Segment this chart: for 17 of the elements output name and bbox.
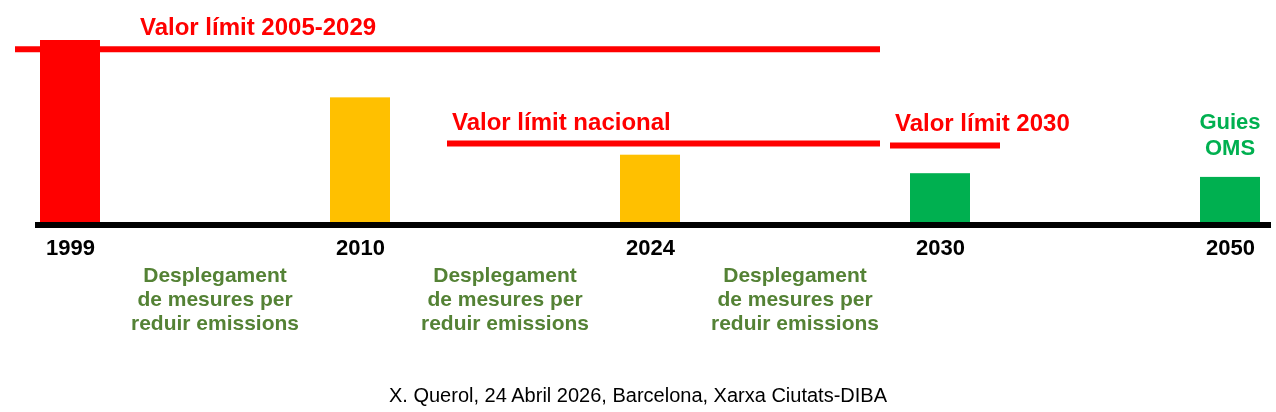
x-tick-label: 2050: [1206, 234, 1255, 260]
x-tick-label: 2030: [916, 234, 965, 260]
ref-line-label: Valor límit 2005-2029: [140, 13, 377, 41]
bar: [1200, 176, 1260, 225]
text: Desplegament de mesures per reduir emissions: [130, 263, 300, 334]
ref-line-label: Valor límit nacional: [452, 107, 671, 135]
bar: [620, 154, 680, 225]
text: Desplegament de mesures per reduir emissions: [710, 263, 880, 334]
bar: [330, 97, 390, 225]
text: X. Querol, 24 Abril 2026, Barcelona, Xarxa Ciutats-DIBA: [388, 384, 888, 406]
x-tick-label: 2010: [336, 234, 385, 260]
ref-line-label: Valor límit 2030: [895, 109, 1070, 137]
x-tick-label: 2024: [626, 234, 676, 260]
text: Desplegament de mesures per reduir emissions: [420, 263, 590, 334]
x-tick-label: 1999: [46, 234, 95, 260]
annotation: Guies OMS: [1199, 108, 1261, 160]
bar: [910, 173, 970, 225]
